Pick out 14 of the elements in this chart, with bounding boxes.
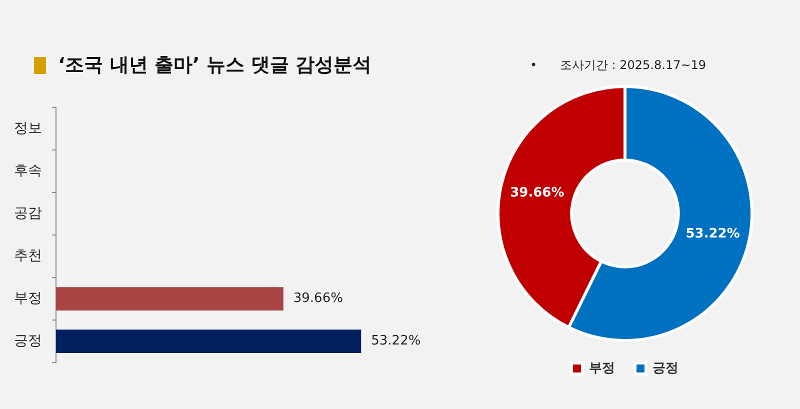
data-label: 39.66% [293, 291, 343, 306]
y-tick-label: 추천 [14, 248, 42, 264]
y-tick-label: 공감 [14, 205, 42, 222]
y-tick-label: 부정 [14, 290, 42, 306]
chart-title: ‘조국 내년 출마’ 뉴스 댓글 감성분석 [58, 53, 372, 78]
data-label: 53.22% [371, 334, 421, 349]
y-tick-label: 정보 [14, 120, 42, 136]
y-tick-label: 후속 [14, 162, 42, 179]
data-label: 53.22% [686, 226, 740, 242]
data-label: 39.66% [510, 185, 564, 200]
legend-label: 부정 [589, 360, 615, 376]
text: • 조사기간 : 2025.8.17~19 [530, 56, 706, 74]
legend-label: 긍정 [652, 360, 678, 376]
y-tick-label: 긍정 [14, 332, 42, 349]
